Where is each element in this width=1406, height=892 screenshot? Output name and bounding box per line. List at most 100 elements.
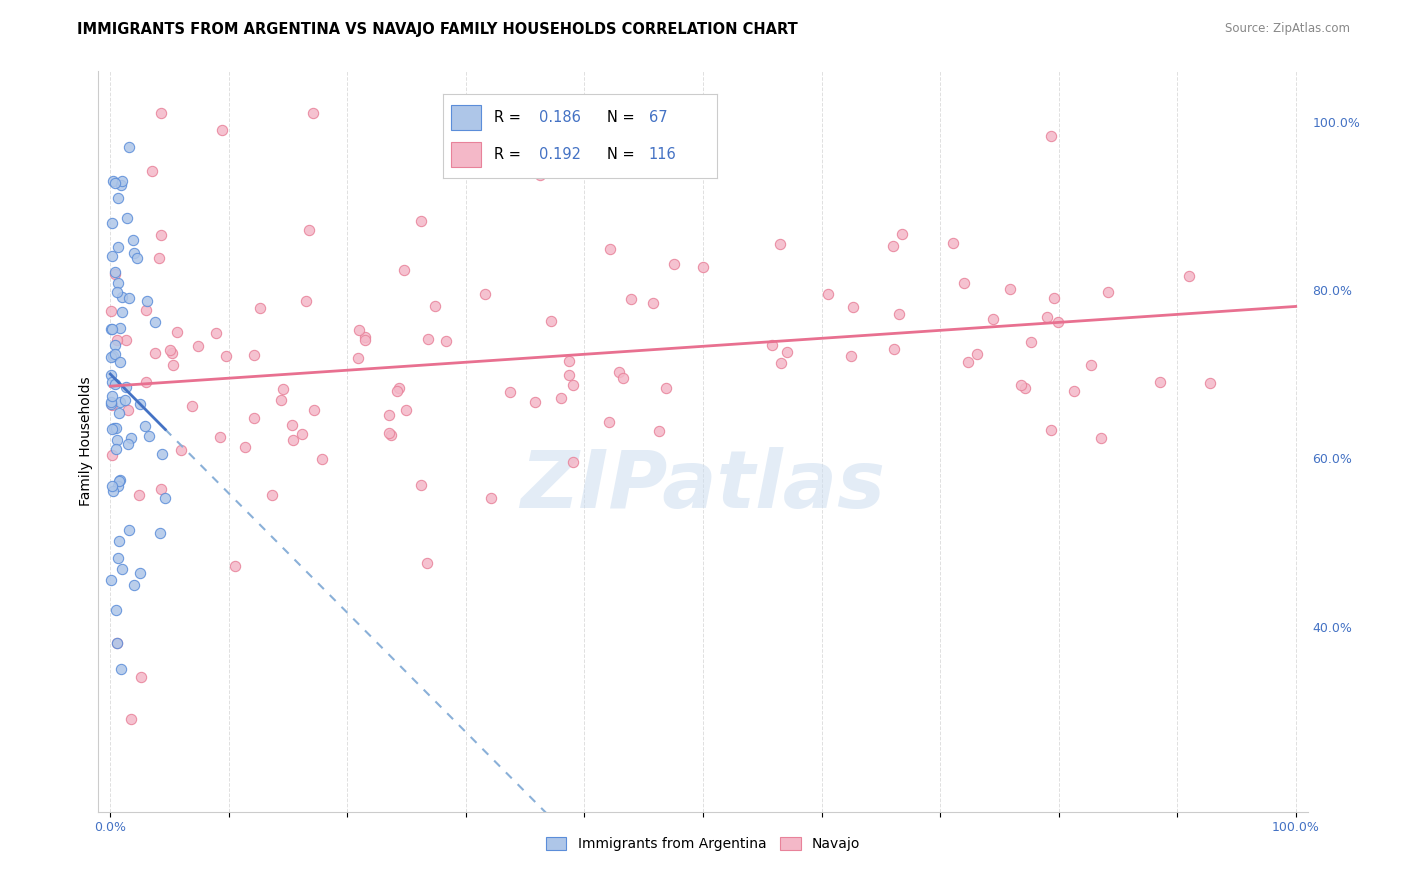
Navajo [162,358,184,372]
Immigrants from Argentina [100,421,122,435]
Immigrants from Argentina [100,394,122,409]
Immigrants from Argentina [108,474,131,488]
Navajo [558,368,581,383]
Immigrants from Argentina [101,484,124,499]
Navajo [281,417,304,432]
Navajo [550,391,572,405]
Navajo [135,302,157,317]
Y-axis label: Family Households: Family Households [79,376,93,507]
Navajo [249,301,271,315]
Text: N =: N = [607,110,640,125]
Text: 67: 67 [648,110,666,125]
Text: R =: R = [494,110,524,125]
Navajo [291,426,314,441]
Navajo [242,411,264,425]
Navajo [479,491,502,506]
Navajo [233,440,256,454]
Immigrants from Argentina [107,551,129,566]
Immigrants from Argentina [111,174,134,188]
Navajo [817,287,839,301]
Text: R =: R = [494,147,524,162]
Immigrants from Argentina [134,419,156,434]
Immigrants from Argentina [120,431,142,445]
Navajo [302,403,325,417]
Immigrants from Argentina [104,346,127,360]
Navajo [349,323,371,337]
Immigrants from Argentina [100,350,122,364]
Immigrants from Argentina [107,240,129,254]
Immigrants from Argentina [100,397,122,411]
Navajo [561,378,583,392]
Immigrants from Argentina [100,375,122,389]
Navajo [135,375,157,389]
Navajo [769,356,792,370]
Navajo [1010,377,1032,392]
Navajo [114,333,136,347]
Immigrants from Argentina [108,321,131,335]
Navajo [425,299,447,313]
Legend: Immigrants from Argentina, Navajo: Immigrants from Argentina, Navajo [540,831,866,856]
Text: ZIPatlas: ZIPatlas [520,447,886,525]
Navajo [887,307,910,321]
Immigrants from Argentina [118,523,141,537]
Navajo [105,333,128,347]
Navajo [104,267,127,281]
Text: 0.186: 0.186 [538,110,581,125]
Immigrants from Argentina [110,178,132,192]
Navajo [205,326,228,340]
Navajo [839,349,862,363]
Immigrants from Argentina [105,603,128,617]
Text: IMMIGRANTS FROM ARGENTINA VS NAVAJO FAMILY HOUSEHOLDS CORRELATION CHART: IMMIGRANTS FROM ARGENTINA VS NAVAJO FAMI… [77,22,799,37]
Navajo [882,239,904,253]
Immigrants from Argentina [104,442,127,457]
Immigrants from Argentina [100,322,122,336]
Navajo [128,488,150,502]
Immigrants from Argentina [108,473,131,487]
Navajo [662,257,685,271]
Navajo [131,670,153,684]
Bar [451,104,481,130]
Immigrants from Argentina [107,191,129,205]
Navajo [260,488,283,502]
Navajo [599,242,621,256]
Navajo [380,428,402,442]
Immigrants from Argentina [122,577,145,591]
Navajo [409,214,432,228]
Navajo [105,636,128,650]
Navajo [1036,310,1059,325]
Immigrants from Argentina [114,393,136,408]
Navajo [529,168,551,182]
Navajo [1000,281,1022,295]
Navajo [215,349,238,363]
Immigrants from Argentina [111,305,134,319]
Navajo [524,395,547,409]
Immigrants from Argentina [104,337,127,351]
Navajo [298,223,321,237]
Navajo [1047,315,1070,329]
Immigrants from Argentina [115,380,138,394]
Navajo [966,347,988,361]
Immigrants from Argentina [104,176,127,190]
Immigrants from Argentina [104,265,127,279]
Immigrants from Argentina [118,140,141,154]
Navajo [1019,335,1042,350]
Immigrants from Argentina [127,251,149,265]
Navajo [841,301,863,315]
Immigrants from Argentina [115,211,138,225]
Navajo [981,312,1004,326]
Navajo [143,346,166,360]
Navajo [162,346,184,360]
Immigrants from Argentina [129,397,152,411]
Navajo [295,293,318,308]
Navajo [395,402,418,417]
Navajo [1014,381,1036,395]
Immigrants from Argentina [108,534,131,549]
Navajo [612,371,634,385]
Immigrants from Argentina [107,478,129,492]
Navajo [392,263,415,277]
Navajo [149,228,172,243]
Immigrants from Argentina [122,246,145,260]
Navajo [1198,376,1220,391]
Navajo [1097,285,1119,300]
Immigrants from Argentina [105,636,128,650]
